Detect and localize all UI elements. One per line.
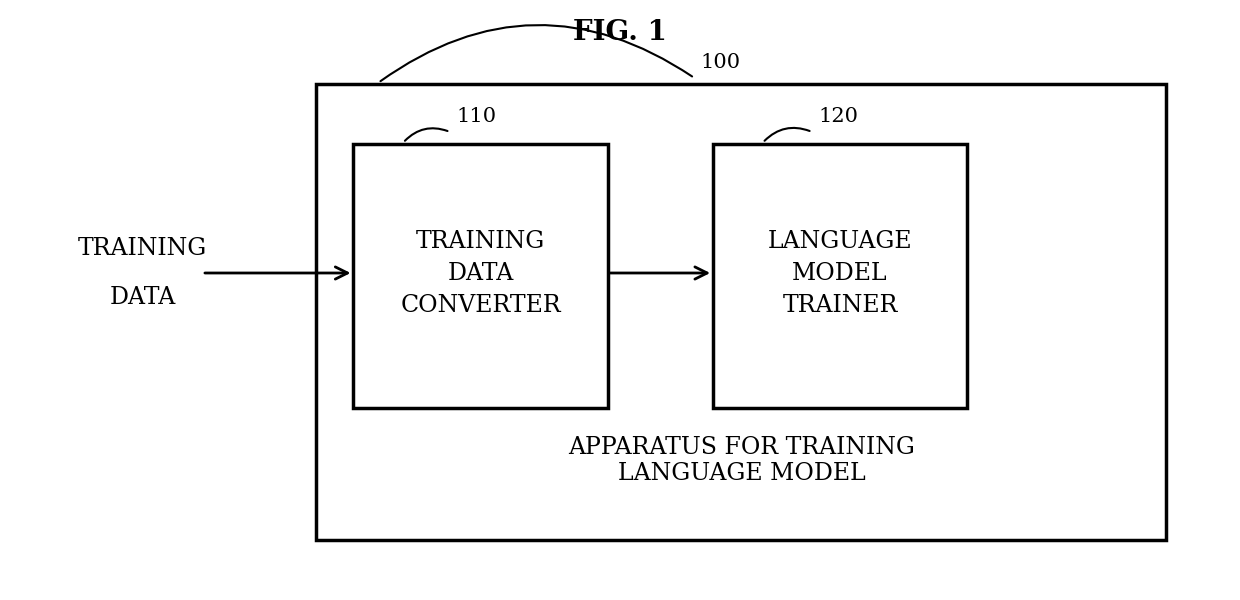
Text: APPARATUS FOR TRAINING: APPARATUS FOR TRAINING	[568, 436, 915, 458]
Text: DATA: DATA	[109, 286, 176, 308]
Bar	[316, 84, 1166, 540]
Text: 110: 110	[456, 107, 496, 127]
Text: LANGUAGE
MODEL
TRAINER: LANGUAGE MODEL TRAINER	[768, 229, 913, 317]
Bar	[353, 144, 608, 408]
Text: 120: 120	[818, 107, 858, 127]
Text: 100: 100	[701, 53, 740, 73]
Text: FIG. 1: FIG. 1	[573, 19, 667, 46]
Text: TRAINING: TRAINING	[78, 238, 207, 260]
Bar	[713, 144, 967, 408]
Text: LANGUAGE MODEL: LANGUAGE MODEL	[618, 463, 866, 485]
Text: TRAINING
DATA
CONVERTER: TRAINING DATA CONVERTER	[401, 229, 560, 317]
